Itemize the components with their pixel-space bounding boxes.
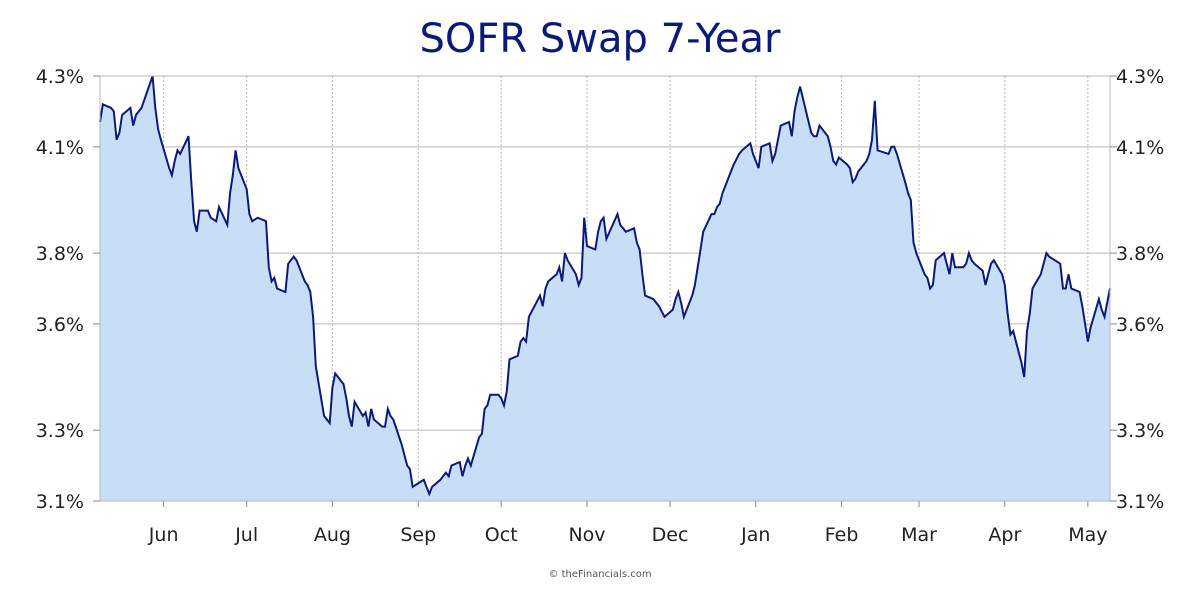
y-tick-label-left: 3.1% (36, 491, 84, 513)
y-axis-left: 3.1% 3.3% 3.6% 3.8% 4.1% 4.3% (36, 66, 100, 513)
x-tick-label: Oct (485, 524, 518, 546)
series-line (99, 75, 1111, 497)
y-tick-label-right: 3.3% (1116, 420, 1164, 442)
plot-border (99, 75, 1111, 502)
y-tick-label-left: 4.3% (36, 66, 84, 88)
x-tick-label: Dec (652, 524, 689, 546)
y-tick-label-left: 4.1% (36, 137, 84, 159)
x-tick-label: Jun (148, 524, 179, 546)
y-tick-label-right: 4.3% (1116, 66, 1164, 88)
y-tick-label-right: 3.8% (1116, 243, 1164, 265)
x-tick-label: Aug (314, 524, 351, 546)
x-tick-label: Jul (234, 524, 258, 546)
x-tick-label: Nov (568, 524, 605, 546)
x-tick-label: May (1068, 524, 1107, 546)
y-tick-label-left: 3.8% (36, 243, 84, 265)
y-tick-label-right: 4.1% (1116, 137, 1164, 159)
y-axis-right: 3.1% 3.3% 3.6% 3.8% 4.1% 4.3% (1110, 66, 1164, 513)
x-axis: Jun Jul Aug Sep Oct Nov Dec Jan Feb Mar Apr May (148, 501, 1108, 546)
y-tick-label-right: 3.1% (1116, 491, 1164, 513)
y-tick-label-left: 3.3% (36, 420, 84, 442)
chart-title: SOFR Swap 7-Year (419, 16, 781, 62)
x-tick-label: Jan (740, 524, 770, 546)
y-tick-label-right: 3.6% (1116, 314, 1164, 336)
x-tick-label: Mar (901, 524, 937, 546)
watermark: © theFinancials.com (548, 569, 652, 580)
x-tick-label: Sep (400, 524, 436, 546)
x-tick-label: Apr (988, 524, 1021, 546)
area-fill (100, 76, 1110, 501)
y-tick-label-left: 3.6% (36, 314, 84, 336)
x-tick-label: Feb (825, 524, 859, 546)
